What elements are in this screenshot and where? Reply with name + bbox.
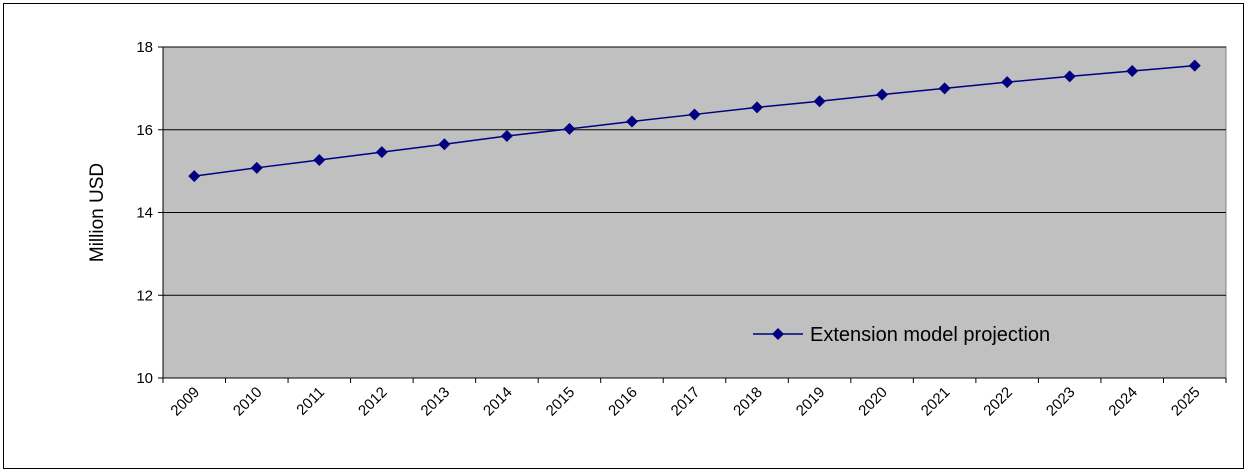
x-tick-label: 2020: [855, 384, 891, 420]
gridlines: [163, 46, 1226, 296]
x-axis: 2009 2010 2011 2012 2013 2014 2015 2016 2017 2018…: [162, 377, 1227, 420]
x-tick-label: 2010: [230, 384, 266, 420]
x-tick-label: 2018: [730, 384, 766, 420]
data-point: [813, 95, 826, 108]
data-point: [313, 153, 326, 166]
x-tick-label: 2013: [418, 384, 454, 420]
x-tick-label: 2024: [1105, 384, 1141, 420]
data-point: [563, 122, 576, 135]
legend-marker: [772, 328, 784, 340]
x-tick-label: 2016: [605, 384, 641, 420]
x-tick-label: 2012: [355, 384, 391, 420]
x-tick-label: 2015: [543, 384, 579, 420]
x-tick-label: 2023: [1043, 384, 1079, 420]
y-tick-label: 18: [136, 39, 153, 56]
data-point: [500, 129, 513, 142]
x-tick-label: 2014: [480, 384, 516, 420]
x-tick-label: 2011: [293, 384, 328, 419]
x-tick-label: 2025: [1168, 384, 1204, 420]
data-point: [1126, 64, 1139, 77]
data-point: [688, 108, 701, 121]
x-tick-label: 2009: [167, 384, 203, 420]
y-tick-label: 16: [136, 122, 153, 139]
data-point: [1063, 70, 1076, 83]
data-point: [625, 115, 638, 128]
legend: Extension model projection: [753, 324, 1050, 346]
data-point: [876, 88, 889, 101]
y-axis-title: Million USD: [87, 163, 108, 262]
data-point: [1001, 76, 1014, 89]
y-tick-label: 14: [136, 205, 153, 222]
data-point: [938, 82, 951, 95]
x-tick-label: 2022: [980, 384, 1016, 420]
x-tick-label: 2017: [668, 384, 704, 420]
data-point: [751, 101, 764, 114]
x-tick-label: 2019: [793, 384, 829, 420]
data-point: [1188, 59, 1201, 72]
data-point: [375, 146, 388, 159]
series-layer: [188, 59, 1201, 183]
data-point: [438, 138, 451, 151]
legend-label: Extension model projection: [810, 324, 1050, 346]
y-axis: 10 12 14 16 18: [136, 39, 164, 387]
data-point: [250, 161, 263, 174]
data-point: [188, 170, 201, 183]
y-tick-label: 12: [136, 287, 153, 304]
y-tick-label: 10: [136, 370, 153, 387]
x-tick-label: 2021: [918, 384, 954, 420]
